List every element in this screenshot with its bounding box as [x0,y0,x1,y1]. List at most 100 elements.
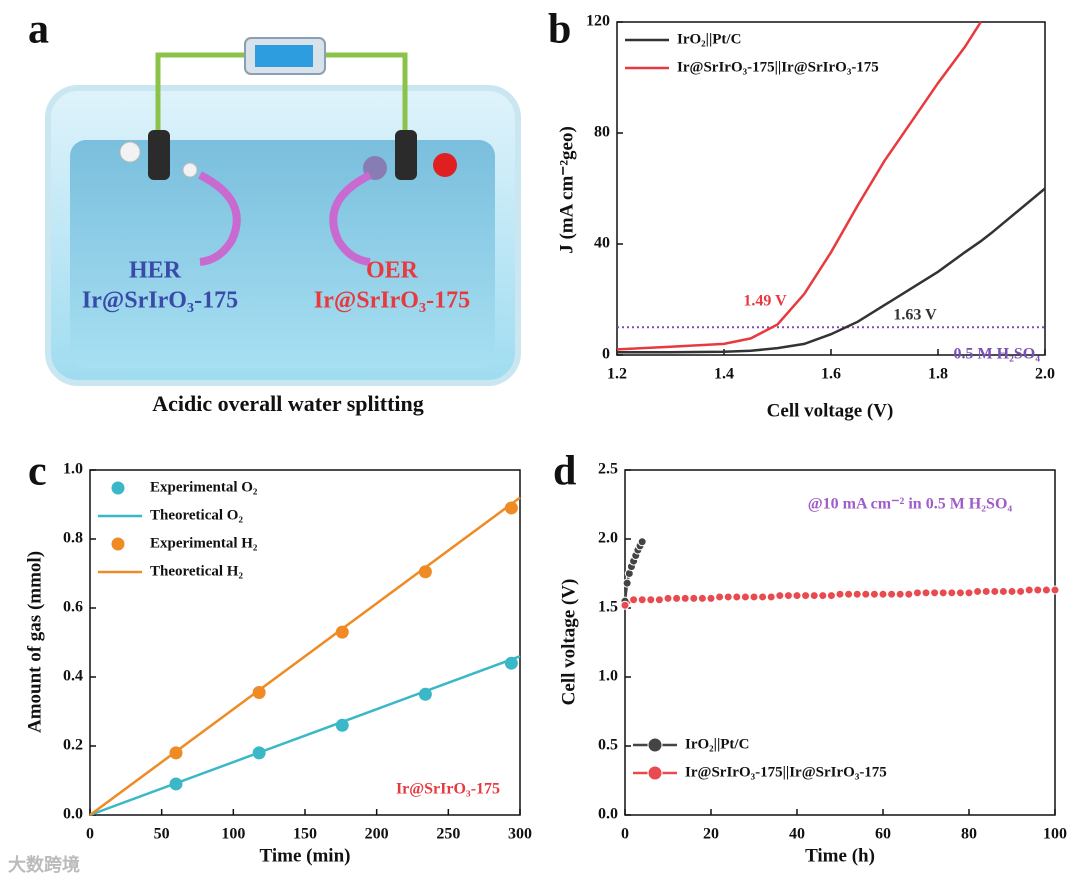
anode [395,130,417,180]
water [70,140,495,368]
x-tick-label: 50 [154,826,170,843]
panel-label: a [28,7,49,53]
data-point [646,595,656,605]
legend-label: Experimental O₂ [150,479,258,495]
data-point [672,593,682,603]
y-tick-label: 0.5 [598,737,618,754]
annotation: 0.5 M H₂SO₄ [954,346,1041,363]
y-tick-label: 0 [602,346,610,363]
data-point [878,589,888,599]
her-catalyst: Ir@SrIrO₃-175 [82,288,238,314]
battery-cells [255,45,313,67]
data-point [783,591,793,601]
data-point [740,592,750,602]
y-tick-label: 40 [594,235,610,252]
data-point [852,589,862,599]
y-tick-label: 2.5 [598,461,618,478]
data-point [654,595,664,605]
data-point [663,593,673,603]
legend-marker [110,480,126,496]
legend-marker [647,765,663,781]
her-arrow [198,171,241,266]
x-tick-label: 20 [703,826,719,843]
electrolyzer-illustration: HER Ir@SrIrO₃-175 OER Ir@SrIrO₃-175 Acid… [45,37,521,416]
oer-catalyst: Ir@SrIrO₃-175 [314,288,470,314]
x-tick-label: 200 [365,826,389,843]
x-tick-label: 1.2 [607,366,627,383]
data-point [689,593,699,603]
series-line [89,496,521,817]
x-axis-label: Time (h) [805,845,875,866]
legend-marker [647,737,663,753]
data-point [930,588,940,598]
y-axis-label: Amount of gas (mmol) [24,551,45,733]
caption: Acidic overall water splitting [152,391,424,416]
cathode [148,130,170,180]
data-point [801,591,811,601]
annotation: 1.49 V [743,293,787,310]
x-tick-label: 150 [293,826,317,843]
x-tick-label: 1.4 [714,366,734,383]
y-tick-label: 80 [594,124,610,141]
y-tick-label: 1.5 [598,599,618,616]
x-tick-label: 80 [961,826,977,843]
her-label: HER [129,258,182,284]
annotation: Ir@SrIrO₃-175 [396,781,500,798]
data-point [861,589,871,599]
data-point [620,600,630,610]
legend-label: Ir@SrIrO₃-175||Ir@SrIrO₃-175 [677,59,879,75]
data-point [912,588,922,598]
x-tick-label: 100 [221,826,245,843]
data-point [697,593,707,603]
data-point [904,589,914,599]
data-point [792,591,802,601]
x-tick-label: 300 [508,826,532,843]
series-line [617,187,1046,354]
data-point [981,586,991,596]
data-point [869,589,879,599]
wire [155,52,408,140]
x-tick-label: 0 [86,826,94,843]
plot-frame [624,469,1056,816]
y-tick-label: 1.0 [598,668,618,685]
data-point [637,537,647,547]
data-point [775,591,785,601]
annotation: @10 mA cm⁻² in 0.5 M H₂SO₄ [808,496,1013,513]
panel-label: c [28,449,47,495]
x-tick-label: 100 [1043,826,1067,843]
y-tick-label: 2.0 [598,530,618,547]
y-axis-label: J (mA cm⁻²geo) [556,126,577,254]
data-point [758,592,768,602]
y-tick-label: 0.8 [63,530,83,547]
oer-arrow [329,171,372,266]
legend-label: Theoretical O₂ [150,507,243,523]
data-point [990,586,1000,596]
y-tick-label: 0.6 [63,599,83,616]
series-line [89,655,521,817]
data-point [1041,585,1051,595]
data-point [809,591,819,601]
y-tick-label: 120 [586,13,610,30]
data-point [938,588,948,598]
data-point [637,595,647,605]
data-point [766,592,776,602]
panel-label: d [553,449,576,495]
data-point [334,624,350,640]
data-point [629,595,639,605]
y-tick-label: 0.0 [598,806,618,823]
data-point [1050,585,1060,595]
x-tick-label: 60 [875,826,891,843]
data-point [1024,585,1034,595]
x-tick-label: 1.8 [928,366,948,383]
legend-label: IrO₂||Pt/C [685,736,749,752]
o2-bubble [433,153,457,177]
data-point [964,588,974,598]
x-axis-label: Cell voltage (V) [767,400,894,421]
y-tick-label: 1.0 [63,461,83,478]
data-point [1033,585,1043,595]
h2-bubble [182,162,198,178]
legend-marker [110,536,126,552]
data-point [706,593,716,603]
x-tick-label: 40 [789,826,805,843]
legend-label: Ir@SrIrO₃-175||Ir@SrIrO₃-175 [685,764,887,780]
